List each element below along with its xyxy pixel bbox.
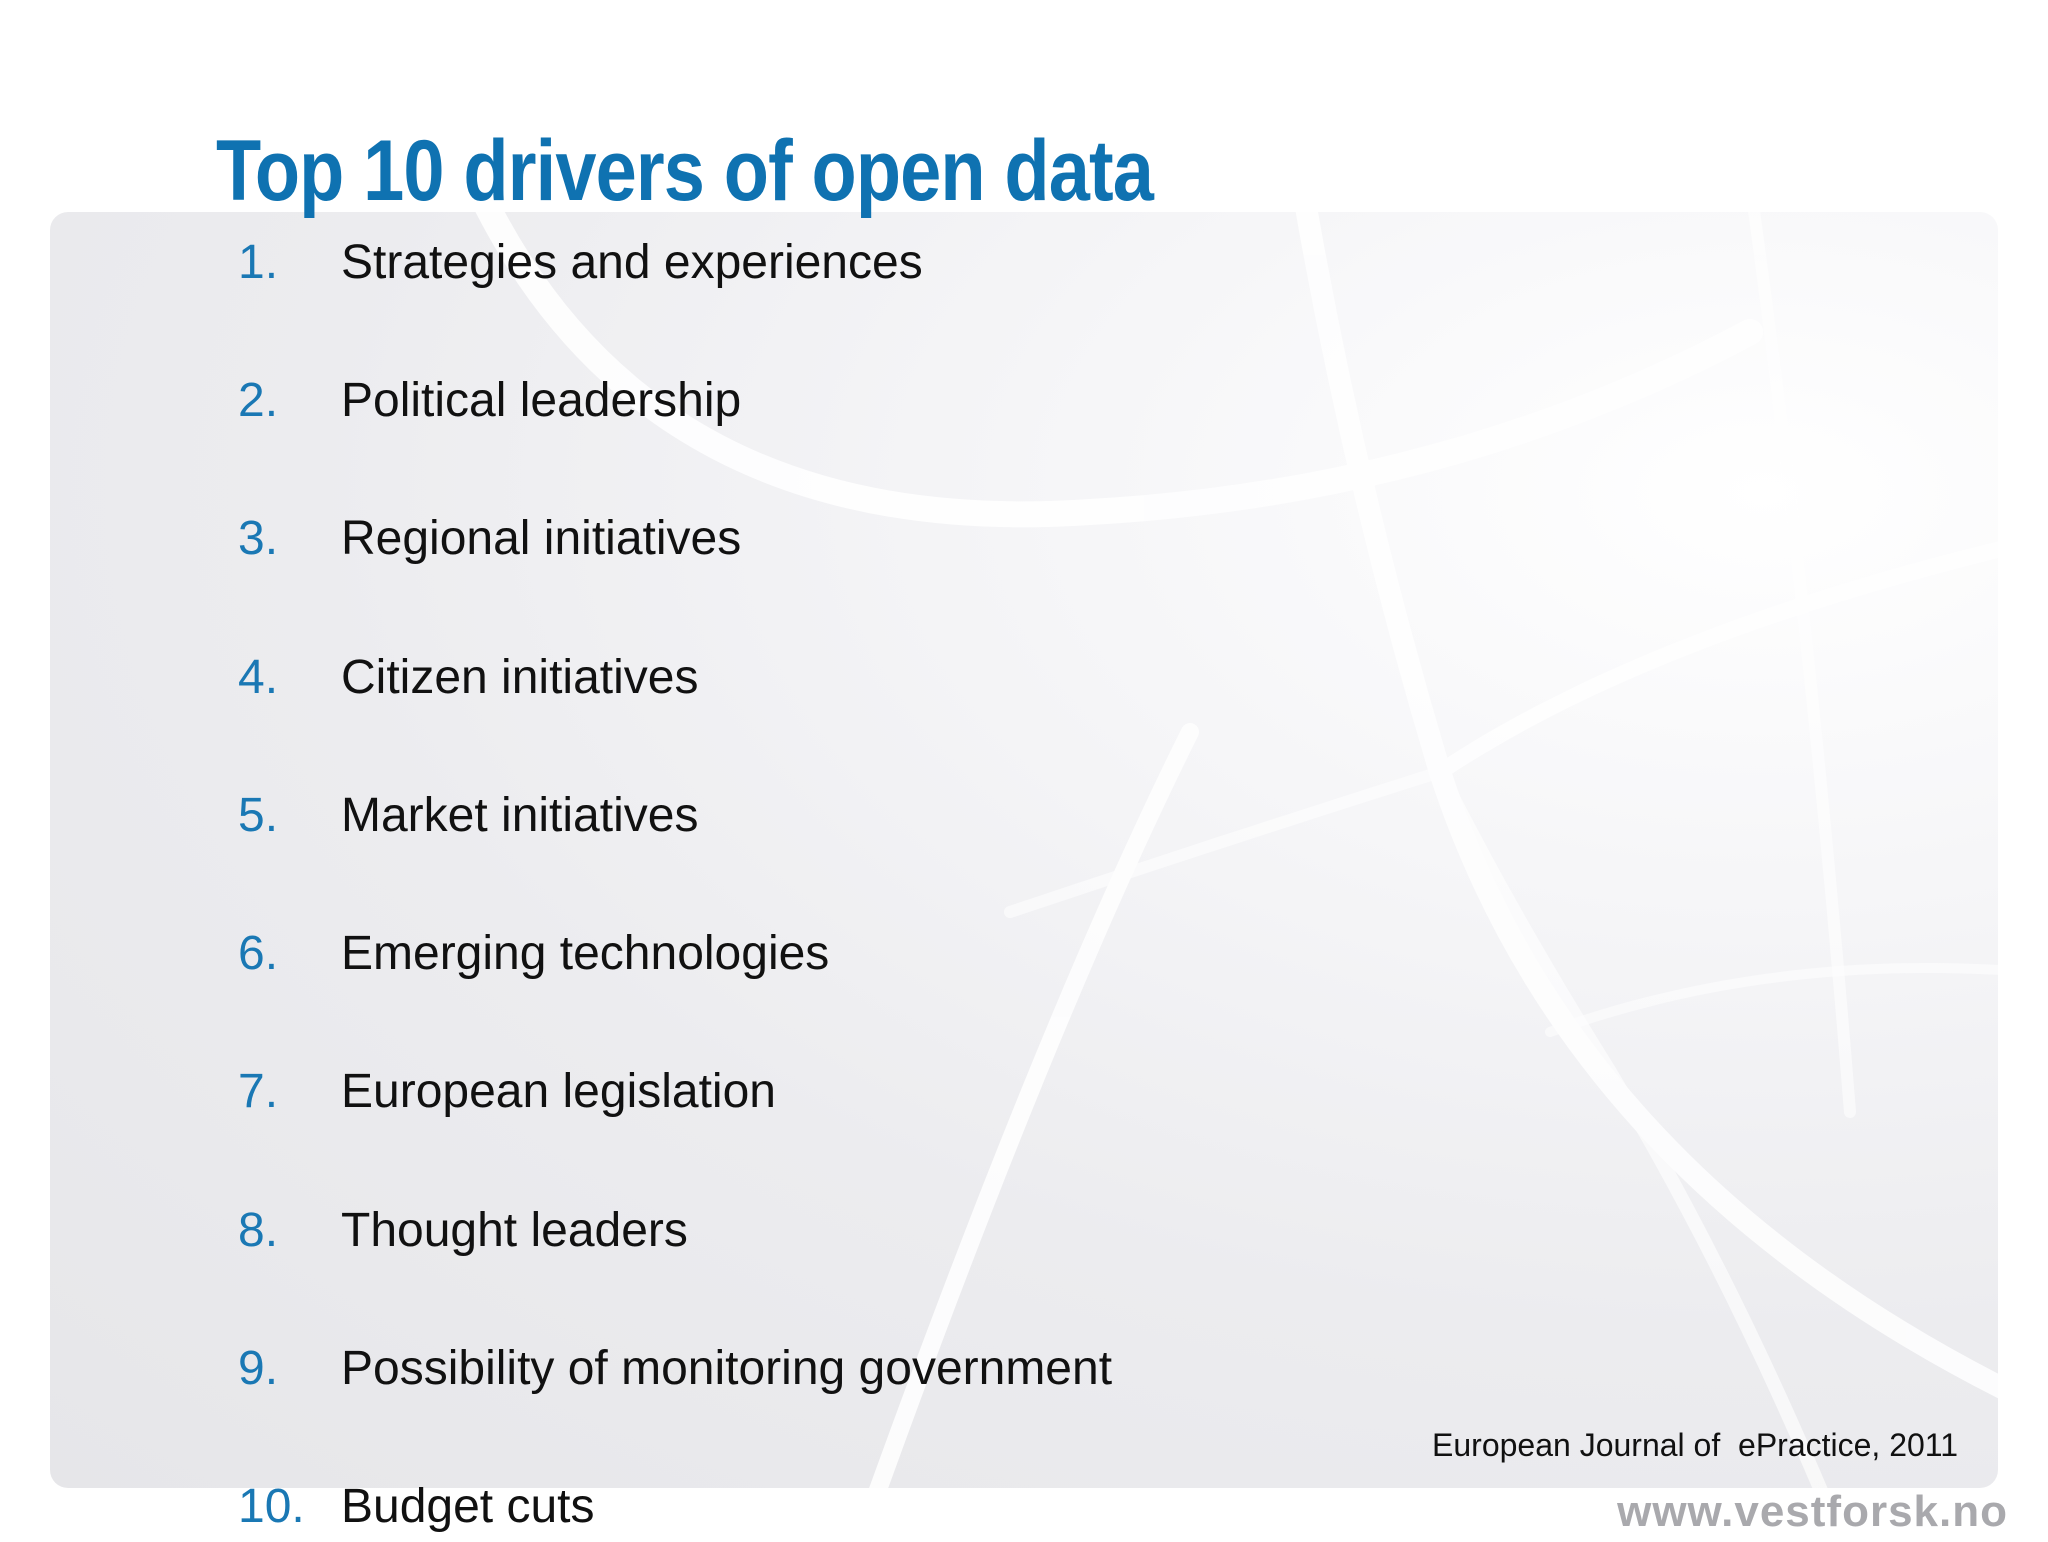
list-item-text: Budget cuts: [341, 1480, 595, 1533]
list-item-number: 1.: [238, 236, 279, 289]
list-item-number: 9.: [238, 1342, 279, 1395]
list-item: 8. Thought leaders: [0, 1196, 1400, 1266]
list-item-text: Emerging technologies: [341, 927, 830, 980]
list-item-text: Citizen initiatives: [341, 651, 699, 704]
background-image-panel: [50, 212, 1998, 1488]
list-item: 5. Market initiatives: [0, 781, 1400, 851]
list-item: 6. Emerging technologies: [0, 919, 1400, 989]
list-item-number: 5.: [238, 789, 279, 842]
background-network-lines: [475, 212, 1998, 1488]
list-item-text: Strategies and experiences: [341, 236, 923, 289]
list-item: 10. Budget cuts: [0, 1472, 1400, 1542]
list-item-number: 7.: [238, 1065, 279, 1118]
slide-title: Top 10 drivers of open data: [216, 123, 1154, 219]
list-item-text: Political leadership: [341, 374, 742, 427]
list-item-text: Market initiatives: [341, 789, 699, 842]
list-item: 4. Citizen initiatives: [0, 643, 1400, 713]
source-citation: European Journal of ePractice, 2011: [1432, 1427, 1958, 1463]
website-footer: www.vestforsk.no: [1617, 1487, 2008, 1536]
list-item-number: 6.: [238, 927, 279, 980]
list-item-number: 10.: [238, 1480, 305, 1533]
list-item: 2. Political leadership: [0, 366, 1400, 436]
list-item-number: 4.: [238, 651, 279, 704]
list-item-number: 2.: [238, 374, 279, 427]
list-item: 1. Strategies and experiences: [0, 228, 1400, 298]
list-item-text: Thought leaders: [341, 1204, 688, 1257]
list-item-number: 3.: [238, 512, 279, 565]
list-item-number: 8.: [238, 1204, 279, 1257]
list-item: 7. European legislation: [0, 1057, 1400, 1127]
list-item-text: Regional initiatives: [341, 512, 742, 565]
list-item: 3. Regional initiatives: [0, 504, 1400, 574]
list-item-text: European legislation: [341, 1065, 776, 1118]
list-item: 9. Possibility of monitoring government: [0, 1334, 1400, 1404]
list-item-text: Possibility of monitoring government: [341, 1342, 1113, 1395]
